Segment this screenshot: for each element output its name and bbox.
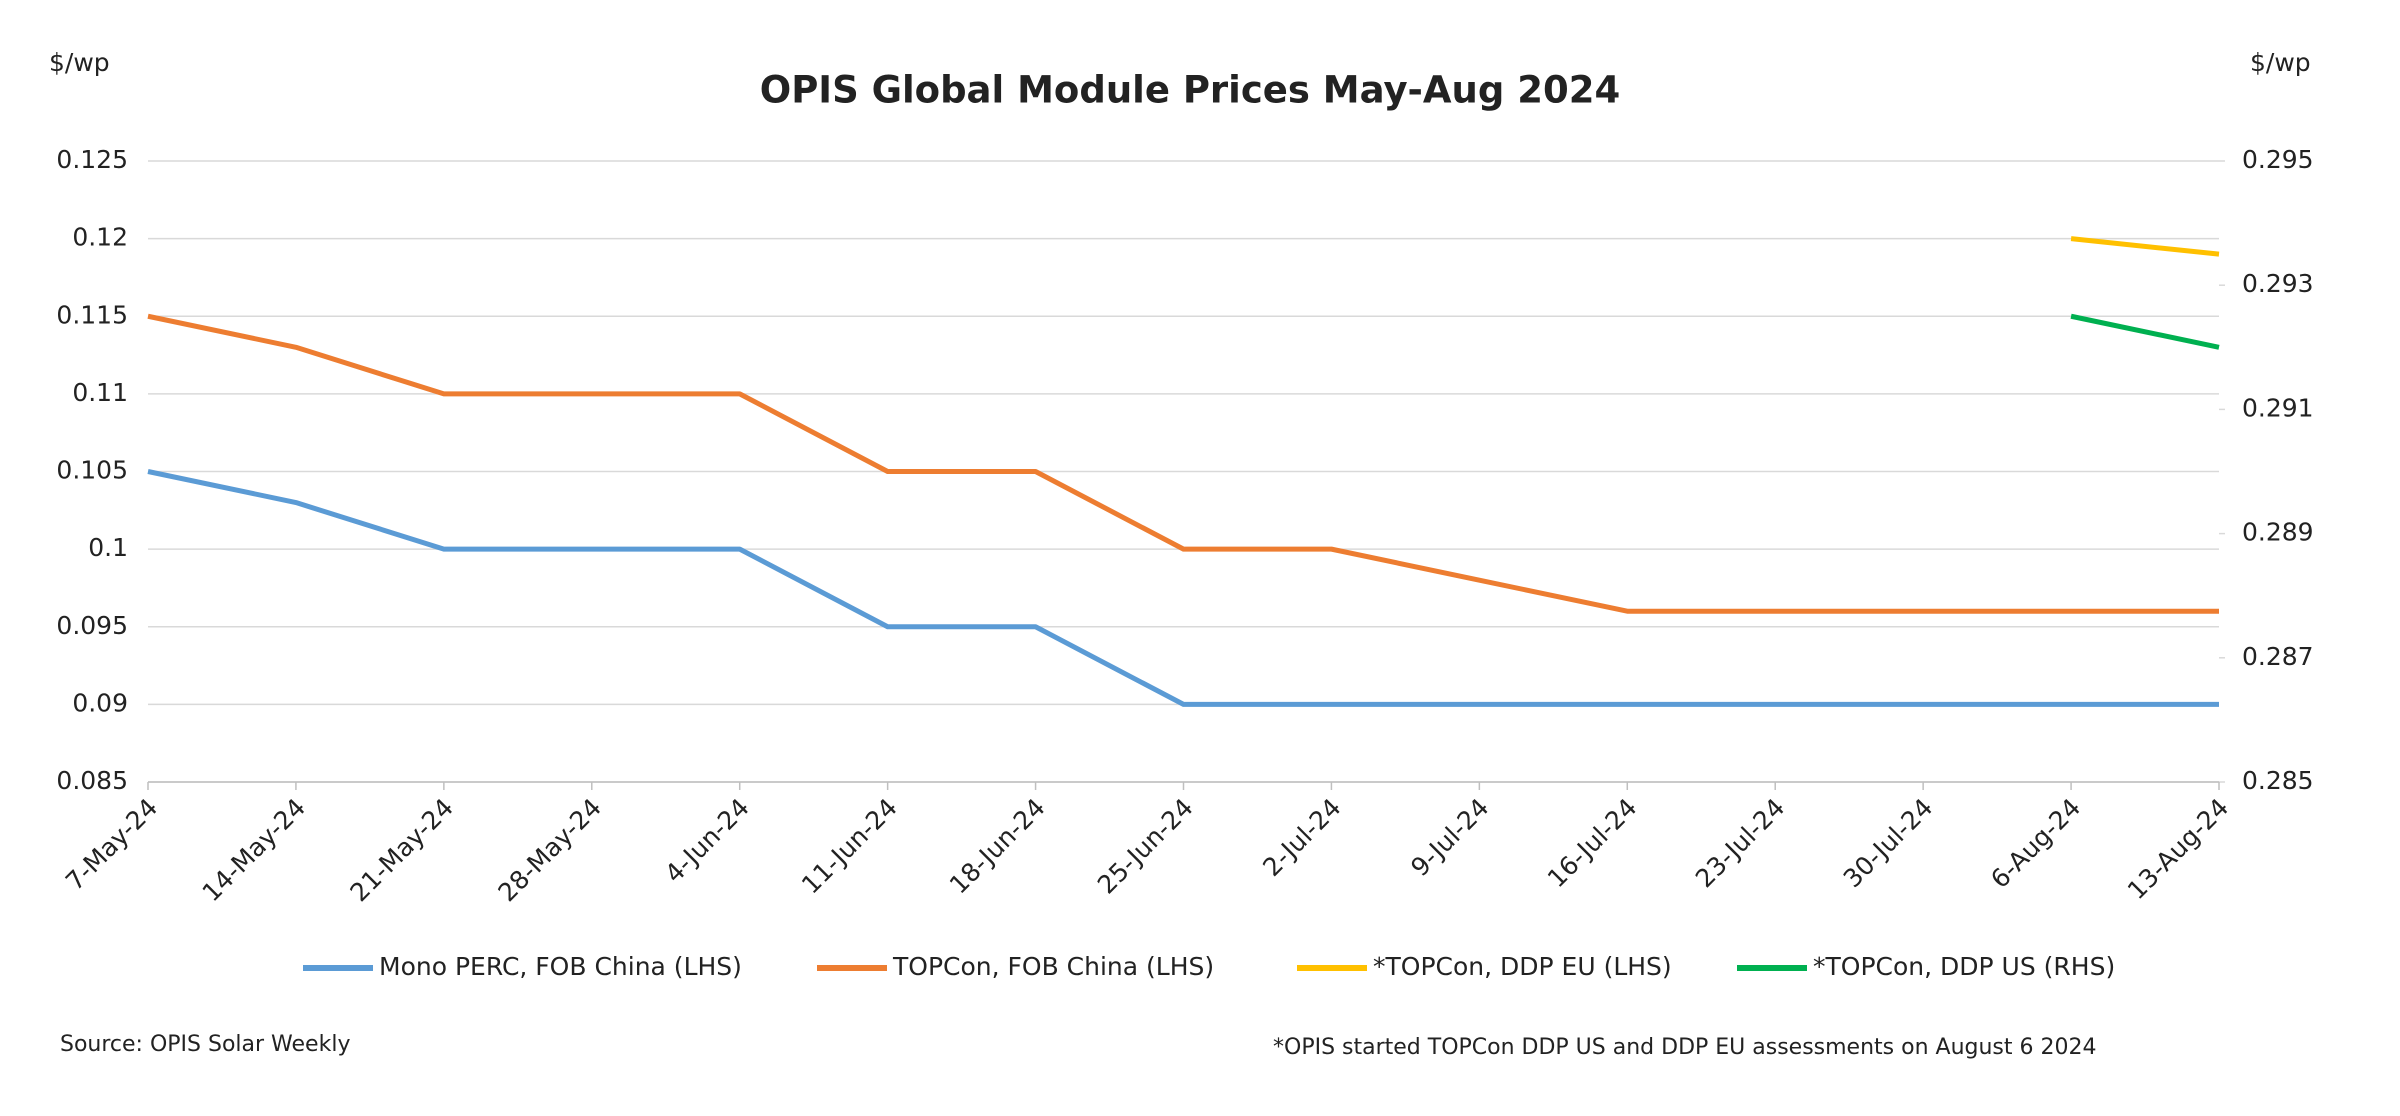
series-line [2070, 313, 2220, 350]
y-tick-label: 0.09 [72, 688, 128, 717]
y2-tick-label: 0.291 [2242, 393, 2314, 422]
y-tick-label: 0.105 [56, 456, 128, 485]
y2-tick-label: 0.293 [2242, 269, 2314, 298]
x-tick-label: 14-May-24 [197, 793, 311, 907]
x-tick-label: 21-May-24 [345, 793, 459, 907]
x-tick-label: 18-Jun-24 [944, 793, 1051, 900]
y-tick-label: 0.12 [72, 223, 128, 252]
y2-tick-label: 0.295 [2242, 145, 2314, 174]
y2-tick-label: 0.285 [2242, 766, 2314, 795]
y2-axis-label: $/wp [2250, 48, 2311, 77]
y-tick-label: 0.095 [56, 611, 128, 640]
legend-label: *TOPCon, DDP EU (LHS) [1373, 952, 1672, 981]
footnote: *OPIS started TOPCon DDP US and DDP EU a… [1273, 1035, 2096, 1060]
x-tick-label: 6-Aug-24 [1985, 793, 2086, 894]
x-tick-label: 28-May-24 [492, 793, 606, 907]
y2-tick-label: 0.287 [2242, 642, 2314, 671]
y2-tick-label: 0.289 [2242, 518, 2314, 547]
x-tick-label: 9-Jul-24 [1405, 793, 1494, 882]
source: Source: OPIS Solar Weekly [60, 1032, 350, 1057]
x-tick-label: 16-Jul-24 [1542, 793, 1643, 894]
legend-label: Mono PERC, FOB China (LHS) [379, 952, 742, 981]
y-tick-label: 0.115 [56, 300, 128, 329]
x-tick-label: 11-Jun-24 [796, 793, 903, 900]
legend-label: *TOPCon, DDP US (RHS) [1813, 952, 2115, 981]
y-tick-label: 0.125 [56, 145, 128, 174]
y-tick-label: 0.085 [56, 766, 128, 795]
series-line [147, 469, 2219, 707]
x-tick-label: 23-Jul-24 [1690, 793, 1791, 894]
series-line [2070, 236, 2220, 257]
legend-label: TOPCon, FOB China (LHS) [892, 952, 1214, 981]
series-line [147, 313, 2219, 614]
y-tick-label: 0.1 [88, 533, 128, 562]
x-tick-label: 7-May-24 [60, 793, 163, 896]
x-tick-label: 4-Jun-24 [659, 793, 755, 889]
x-tick-label: 2-Jul-24 [1257, 793, 1346, 882]
x-tick-label: 25-Jun-24 [1092, 793, 1199, 900]
x-tick-label: 13-Aug-24 [2122, 793, 2234, 905]
y-tick-label: 0.11 [72, 378, 128, 407]
y-axis-label: $/wp [49, 48, 110, 77]
chart-title: OPIS Global Module Prices May-Aug 2024 [760, 69, 1621, 112]
x-tick-label: 30-Jul-24 [1838, 793, 1939, 894]
